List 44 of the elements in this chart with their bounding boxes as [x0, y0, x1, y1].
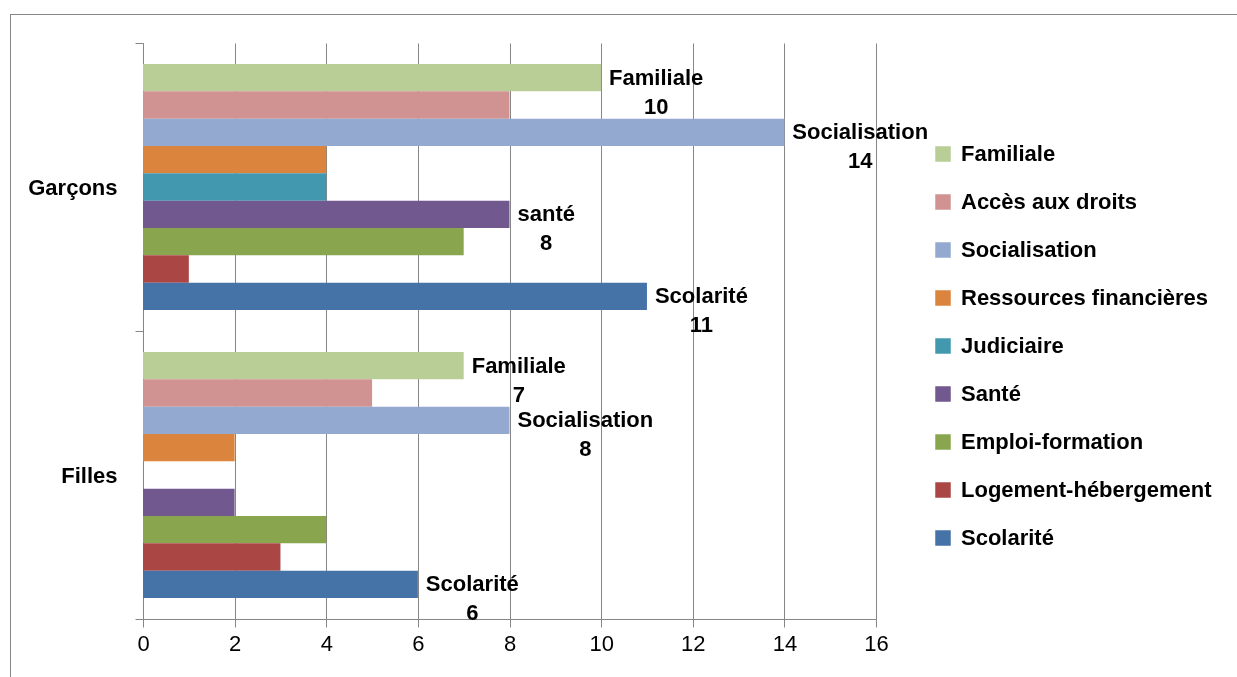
- data-label: Familiale 10: [609, 64, 704, 119]
- data-label: santé 8: [517, 201, 575, 256]
- bar: [143, 64, 602, 92]
- data-label: Scolarité 11: [654, 283, 748, 338]
- x-tick-label: 8: [503, 630, 517, 656]
- legend-label: Accès aux droits: [961, 189, 1138, 214]
- x-tick-label: 12: [681, 630, 706, 656]
- x-tick-label: 4: [320, 630, 333, 656]
- data-label: Socialisation 14: [792, 119, 929, 174]
- bar: [143, 118, 785, 147]
- y-tick-label: Garçons: [28, 174, 118, 200]
- bar: [143, 255, 189, 283]
- data-label: Scolarité 6: [425, 571, 519, 626]
- bar: [143, 570, 418, 598]
- x-tick-label: 6: [412, 630, 425, 656]
- legend-label: Judiciaire: [961, 333, 1064, 358]
- bar: [143, 379, 373, 407]
- y-tick-label: Filles: [61, 462, 118, 488]
- bar: [143, 282, 647, 310]
- bar: [143, 173, 327, 201]
- bar: [143, 406, 510, 435]
- x-tick-label: 2: [229, 630, 242, 656]
- bar: [143, 488, 235, 516]
- legend-label: Ressources financières: [961, 285, 1209, 310]
- legend-label: Scolarité: [961, 525, 1054, 550]
- bar: [143, 543, 281, 571]
- bar: [143, 515, 327, 544]
- bar: [143, 434, 235, 462]
- data-label: Socialisation 8: [517, 407, 654, 462]
- legend-label: Logement-hébergement: [961, 477, 1213, 502]
- legend-label: Familiale: [961, 141, 1056, 166]
- data-label: Familiale 7: [471, 352, 566, 407]
- bar: [143, 200, 510, 228]
- x-tick-label: 0: [137, 630, 150, 656]
- x-tick-label: 14: [772, 630, 798, 656]
- bar: [143, 91, 510, 119]
- bar: [143, 227, 464, 256]
- legend-label: Emploi-formation: [961, 429, 1144, 454]
- legend-label: Socialisation: [961, 237, 1097, 262]
- bar: [143, 146, 327, 174]
- x-tick-label: 10: [589, 630, 614, 656]
- x-tick-label: 16: [864, 630, 889, 656]
- legend-label: Santé: [961, 381, 1021, 406]
- bar: [143, 352, 464, 380]
